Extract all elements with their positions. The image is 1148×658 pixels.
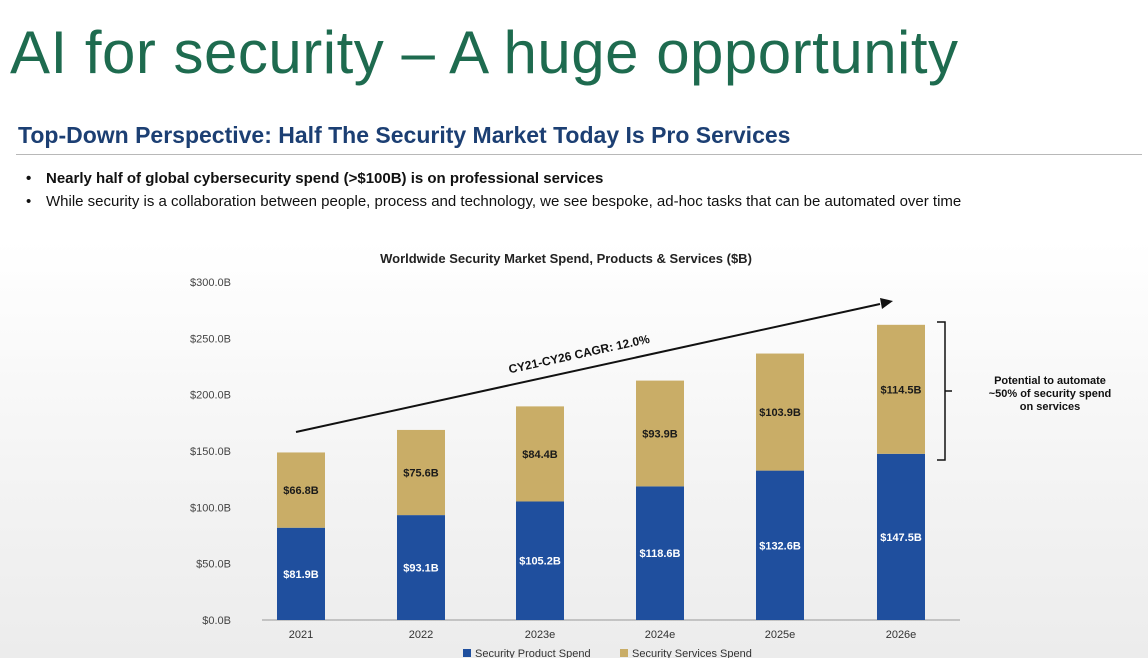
- data-label-services: $66.8B: [283, 485, 319, 497]
- bullet-list: Nearly half of global cybersecurity spen…: [26, 170, 961, 216]
- services-bracket: [937, 321, 946, 461]
- data-label-product: $93.1B: [403, 563, 439, 575]
- data-label-services: $114.5B: [881, 384, 922, 396]
- bar-services: [756, 353, 804, 471]
- y-tick-label: $300.0B: [190, 277, 231, 289]
- bar-product: [756, 470, 804, 620]
- cagr-arrow-head: [880, 298, 893, 309]
- slide-subtitle: Top-Down Perspective: Half The Security …: [18, 122, 791, 148]
- cagr-arrow-line: [295, 303, 881, 433]
- x-tick-label: 2025e: [765, 629, 796, 641]
- bar-services: [516, 406, 564, 502]
- data-label-product: $118.6B: [640, 548, 681, 560]
- slide-title: AI for security – A huge opportunity: [10, 19, 959, 86]
- bar-product: [636, 486, 684, 620]
- bar-product: [516, 501, 564, 620]
- data-label-services: $93.9B: [642, 428, 678, 440]
- y-tick-label: $100.0B: [190, 502, 231, 514]
- slide-background: [0, 240, 1148, 658]
- data-label-services: $103.9B: [759, 407, 801, 419]
- y-tick-label: $200.0B: [190, 390, 231, 402]
- bar-services: [397, 429, 445, 516]
- chart-title: Worldwide Security Market Spend, Product…: [380, 251, 752, 266]
- y-tick-label: $0.0B: [202, 615, 231, 627]
- y-tick-label: $150.0B: [190, 446, 231, 458]
- legend-label-services: Security Services Spend: [632, 648, 752, 658]
- subtitle-divider: [16, 154, 1142, 155]
- x-tick-label: 2024e: [645, 629, 676, 641]
- x-tick-label: 2026e: [886, 629, 917, 641]
- bar-product: [397, 515, 445, 620]
- data-label-product: $81.9B: [283, 569, 319, 581]
- bullet-item: Nearly half of global cybersecurity spen…: [26, 170, 961, 193]
- legend-label-product: Security Product Spend: [475, 648, 591, 658]
- data-label-services: $75.6B: [403, 468, 439, 480]
- x-tick-label: 2022: [409, 629, 433, 641]
- bullet-item: While security is a collaboration betwee…: [26, 193, 961, 216]
- y-tick-label: $50.0B: [196, 559, 231, 571]
- automate-annotation: ~50% of security spend: [989, 388, 1112, 400]
- data-label-services: $84.4B: [522, 449, 558, 461]
- legend-swatch-product: [463, 649, 471, 657]
- x-tick-label: 2021: [289, 629, 313, 641]
- bar-product: [877, 453, 925, 620]
- automate-annotation: on services: [1020, 401, 1081, 413]
- data-label-product: $132.6B: [759, 540, 801, 552]
- y-tick-label: $250.0B: [190, 333, 231, 345]
- bar-services: [636, 380, 684, 487]
- bar-product: [277, 527, 325, 620]
- legend-swatch-services: [620, 649, 628, 657]
- data-label-product: $147.5B: [880, 532, 922, 544]
- automate-annotation: Potential to automate: [994, 375, 1106, 387]
- data-label-product: $105.2B: [519, 556, 561, 568]
- bar-services: [877, 324, 925, 454]
- bar-services: [277, 452, 325, 528]
- x-tick-label: 2023e: [525, 629, 556, 641]
